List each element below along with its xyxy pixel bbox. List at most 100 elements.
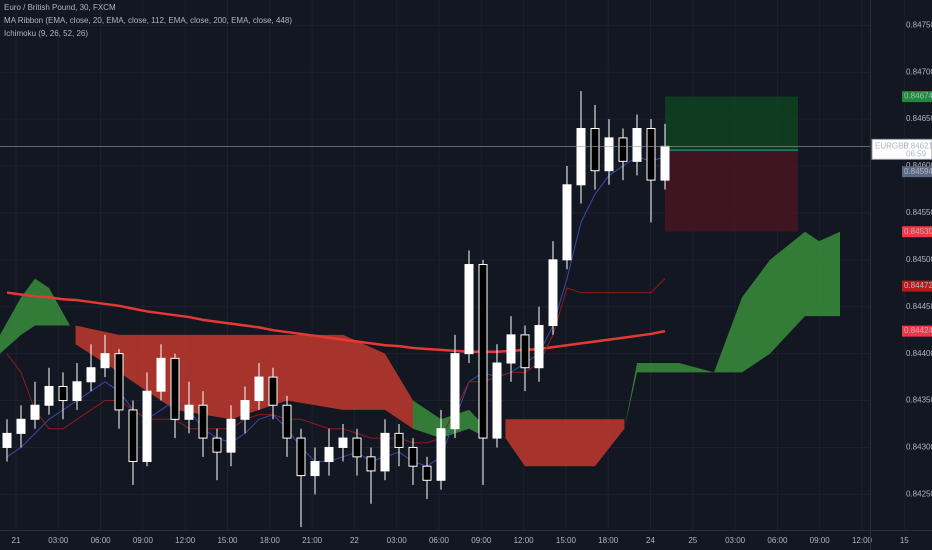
candle-body xyxy=(618,137,628,162)
candle-body xyxy=(520,334,530,369)
candle-body xyxy=(226,418,236,453)
x-tick-label: 15:00 xyxy=(556,536,577,545)
candle-body xyxy=(604,137,614,172)
candle-body xyxy=(156,357,166,392)
candle-body xyxy=(590,128,600,172)
x-tick-label: 12:00 xyxy=(852,536,873,545)
candle-body xyxy=(44,385,54,406)
ichimoku-cloud xyxy=(624,231,840,429)
x-tick-label: 06:00 xyxy=(429,536,450,545)
candle-body xyxy=(128,409,138,463)
stop-zone xyxy=(665,150,798,232)
price-label: 0.84424 xyxy=(904,326,932,335)
candle-body xyxy=(240,400,250,420)
candle-body xyxy=(632,128,642,162)
ichimoku-cloud xyxy=(75,325,413,429)
candle-body xyxy=(268,376,278,406)
legend-symbol: Euro / British Pound, 30, FXCM xyxy=(4,3,116,12)
candle-body xyxy=(422,465,432,481)
legend-ma: MA Ribbon (EMA, close, 20, EMA, close, 1… xyxy=(4,16,292,25)
candle-body xyxy=(408,446,418,467)
candle-body xyxy=(646,128,656,181)
candle-body xyxy=(72,381,82,402)
candle-body xyxy=(394,432,404,448)
candle-body xyxy=(576,128,586,186)
price-label: 0.84530 xyxy=(904,227,932,236)
x-tick-label: 18:00 xyxy=(598,536,619,545)
candle-body xyxy=(506,334,516,364)
candle-body xyxy=(254,376,264,402)
candle-body xyxy=(366,456,376,472)
candle-body xyxy=(2,432,12,448)
x-tick-label: 09:00 xyxy=(810,536,831,545)
x-tick-label: 15:00 xyxy=(217,536,238,545)
candle-body xyxy=(534,325,544,369)
indicator-line xyxy=(6,291,666,354)
candle-body xyxy=(478,264,488,439)
price-label-box xyxy=(902,91,932,103)
x-tick-label: 09:00 xyxy=(133,536,154,545)
candle-body xyxy=(562,184,572,261)
candle-body xyxy=(198,404,208,439)
candle-body xyxy=(338,437,348,448)
x-tick-label: 06:00 xyxy=(91,536,112,545)
x-tick-label: 03:00 xyxy=(387,536,408,545)
candle-body xyxy=(548,259,558,327)
candle-body xyxy=(184,404,194,420)
price-label: 0.84594 xyxy=(904,167,932,176)
x-tick-label: 03:00 xyxy=(48,536,69,545)
candle-body xyxy=(436,428,446,481)
candle-body xyxy=(86,367,96,383)
symbol-label: EURGBP xyxy=(875,141,909,150)
target-zone xyxy=(665,96,798,151)
last-price-label: 0.84621 xyxy=(904,141,932,150)
x-tick-label: 12:00 xyxy=(175,536,196,545)
price-label-box xyxy=(902,166,932,178)
legend-ichimoku: Ichimoku (9, 26, 52, 26) xyxy=(4,29,88,38)
x-tick-label: 18:00 xyxy=(260,536,281,545)
candle-body xyxy=(464,264,474,355)
last-price-box xyxy=(871,138,932,160)
x-tick-label: 15 xyxy=(900,536,909,545)
x-tick-label: 25 xyxy=(688,536,697,545)
y-tick-label: 0.84250 xyxy=(906,489,932,498)
candle-body xyxy=(142,390,152,463)
countdown-label: 06:59 xyxy=(906,149,927,158)
candle-body xyxy=(660,145,670,181)
candle-body xyxy=(352,437,362,458)
candle-body xyxy=(16,418,26,434)
x-tick-label: 21 xyxy=(12,536,21,545)
x-tick-label: 24 xyxy=(646,536,655,545)
candle-body xyxy=(492,362,502,439)
price-label-box xyxy=(902,280,932,292)
price-label: 0.84674 xyxy=(904,92,932,101)
candle-body xyxy=(310,461,320,477)
x-tick-label: 12:00 xyxy=(514,536,535,545)
ichimoku-cloud xyxy=(505,419,625,467)
candle-body xyxy=(380,432,390,472)
candle-body xyxy=(30,404,40,420)
candle-body xyxy=(212,437,222,453)
x-tick-label: 03:00 xyxy=(725,536,746,545)
candle-body xyxy=(450,353,460,430)
price-label: 0.84472 xyxy=(904,281,932,290)
x-tick-label: 06:00 xyxy=(767,536,788,545)
x-tick-label: 09:00 xyxy=(471,536,492,545)
candle-body xyxy=(100,353,110,369)
candle-body xyxy=(170,357,180,420)
candle-body xyxy=(58,385,68,402)
candle-body xyxy=(324,446,334,463)
x-tick-label: 22 xyxy=(350,536,359,545)
price-label-box xyxy=(902,226,932,238)
